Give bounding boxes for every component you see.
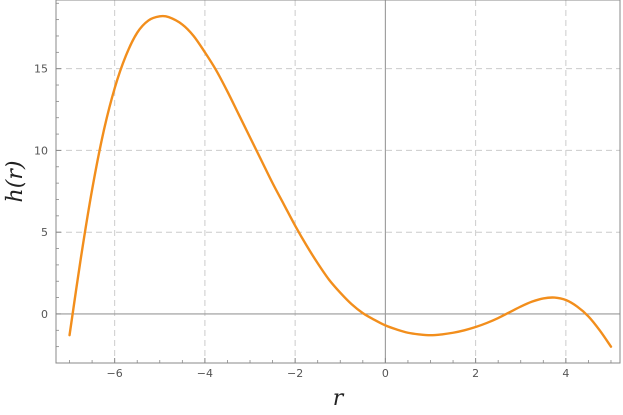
series-line-h-of-r [68, 14, 613, 348]
y-tick-label: 0 [41, 308, 48, 321]
y-tick-label: 5 [41, 226, 48, 239]
grid [56, 0, 620, 363]
x-tick-label: 2 [472, 367, 479, 380]
x-tick-label: −6 [107, 367, 123, 380]
zero-axes [56, 0, 620, 363]
plot-frame [55, 0, 621, 364]
ticks: −6 −4 −2 0 2 4 0 5 10 15 [34, 2, 612, 380]
x-axis-label: r [333, 386, 345, 411]
x-tick-label: 4 [562, 367, 569, 380]
x-tick-label: 0 [382, 367, 389, 380]
y-tick-label: 10 [34, 144, 48, 157]
y-tick-label: 15 [34, 63, 48, 76]
x-tick-label: −4 [197, 367, 213, 380]
x-tick-label: −2 [287, 367, 303, 380]
y-axis-label: h(r) [3, 161, 28, 203]
